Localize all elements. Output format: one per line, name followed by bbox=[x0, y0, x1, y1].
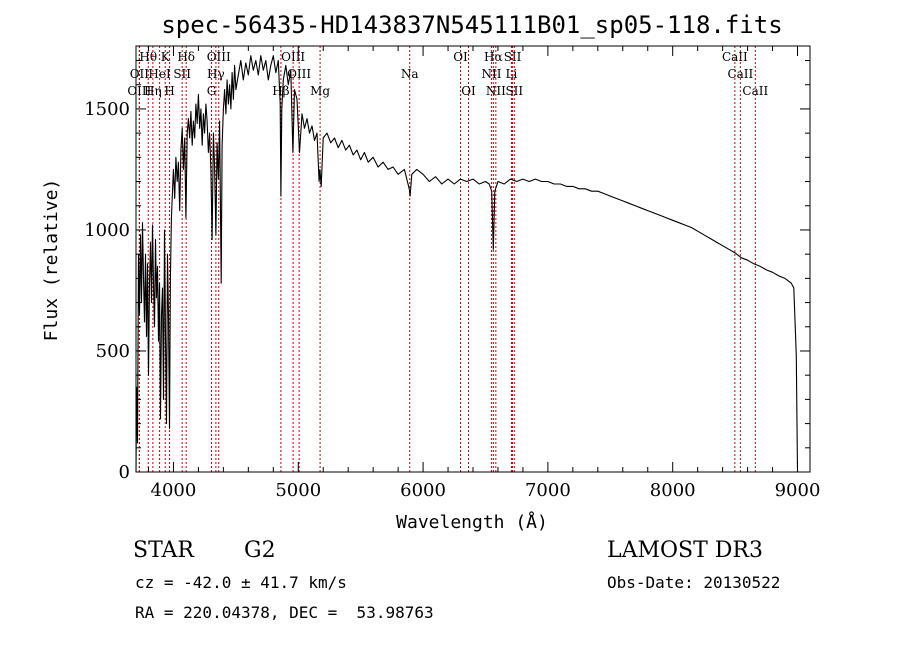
x-axis-label: Wavelength (Å) bbox=[396, 511, 548, 533]
marker-label-8: CaII bbox=[722, 50, 748, 64]
marker-label-11: SII bbox=[173, 67, 191, 81]
marker-label-2: Hδ bbox=[177, 50, 195, 64]
marker-label-22: Hβ bbox=[272, 84, 289, 98]
marker-label-5: OI bbox=[453, 50, 468, 64]
marker-label-16: Li bbox=[506, 67, 518, 81]
redshift-value: cz = -42.0 ± 41.7 km/s bbox=[135, 573, 347, 592]
y-axis-label: Flux (relative) bbox=[41, 179, 62, 342]
marker-label-20: H bbox=[164, 84, 174, 98]
marker-label-26: SII bbox=[505, 84, 523, 98]
object-class: STAR bbox=[133, 538, 194, 563]
marker-label-3: OIII bbox=[207, 50, 231, 64]
object-subclass: G2 bbox=[244, 538, 276, 563]
marker-label-6: Hα bbox=[484, 50, 503, 64]
marker-label-15: NII bbox=[481, 67, 501, 81]
y-tick-label-0: 0 bbox=[119, 462, 130, 483]
marker-label-13: OIII bbox=[287, 67, 311, 81]
marker-label-27: CaII bbox=[742, 84, 768, 98]
x-tick-label-4000: 4000 bbox=[151, 480, 197, 501]
plot-frame bbox=[135, 45, 811, 473]
spectrum-line bbox=[135, 55, 799, 473]
marker-label-1: K bbox=[161, 50, 171, 64]
obs-date: Obs-Date: 20130522 bbox=[607, 573, 781, 592]
plot-area bbox=[135, 45, 811, 473]
x-tick-label-5000: 5000 bbox=[275, 480, 321, 501]
x-tick-label-6000: 6000 bbox=[400, 480, 446, 501]
y-tick-label-500: 500 bbox=[96, 341, 130, 362]
y-tick-label-1000: 1000 bbox=[84, 220, 130, 241]
marker-label-14: Na bbox=[401, 67, 419, 81]
marker-label-21: G bbox=[207, 84, 217, 98]
marker-label-24: OI bbox=[461, 84, 476, 98]
x-tick-label-8000: 8000 bbox=[650, 480, 696, 501]
marker-label-4: OIII bbox=[281, 50, 305, 64]
marker-label-19: Hη bbox=[144, 84, 162, 98]
x-tick-label-9000: 9000 bbox=[775, 480, 821, 501]
marker-label-18: OIII bbox=[127, 84, 151, 98]
axis-ticks: 4000 5000 6000 7000 8000 9000 0 500 1000 1500 bbox=[84, 46, 820, 501]
marker-label-10: HeI bbox=[148, 67, 171, 81]
x-tick-label-7000: 7000 bbox=[525, 480, 571, 501]
marker-label-17: CaII bbox=[727, 67, 753, 81]
marker-label-23: Mg bbox=[310, 84, 330, 98]
marker-label-0: Hθ bbox=[139, 50, 157, 64]
marker-label-25: NII bbox=[486, 84, 506, 98]
marker-label-7: SII bbox=[504, 50, 522, 64]
coordinates: RA = 220.04378, DEC = 53.98763 bbox=[135, 603, 434, 622]
survey-name: LAMOST DR3 bbox=[607, 538, 763, 563]
marker-label-12: Hγ bbox=[207, 67, 225, 81]
chart-title: spec-56435-HD143837N545111B01_sp05-118.f… bbox=[161, 11, 782, 39]
y-tick-label-1500: 1500 bbox=[84, 99, 130, 120]
